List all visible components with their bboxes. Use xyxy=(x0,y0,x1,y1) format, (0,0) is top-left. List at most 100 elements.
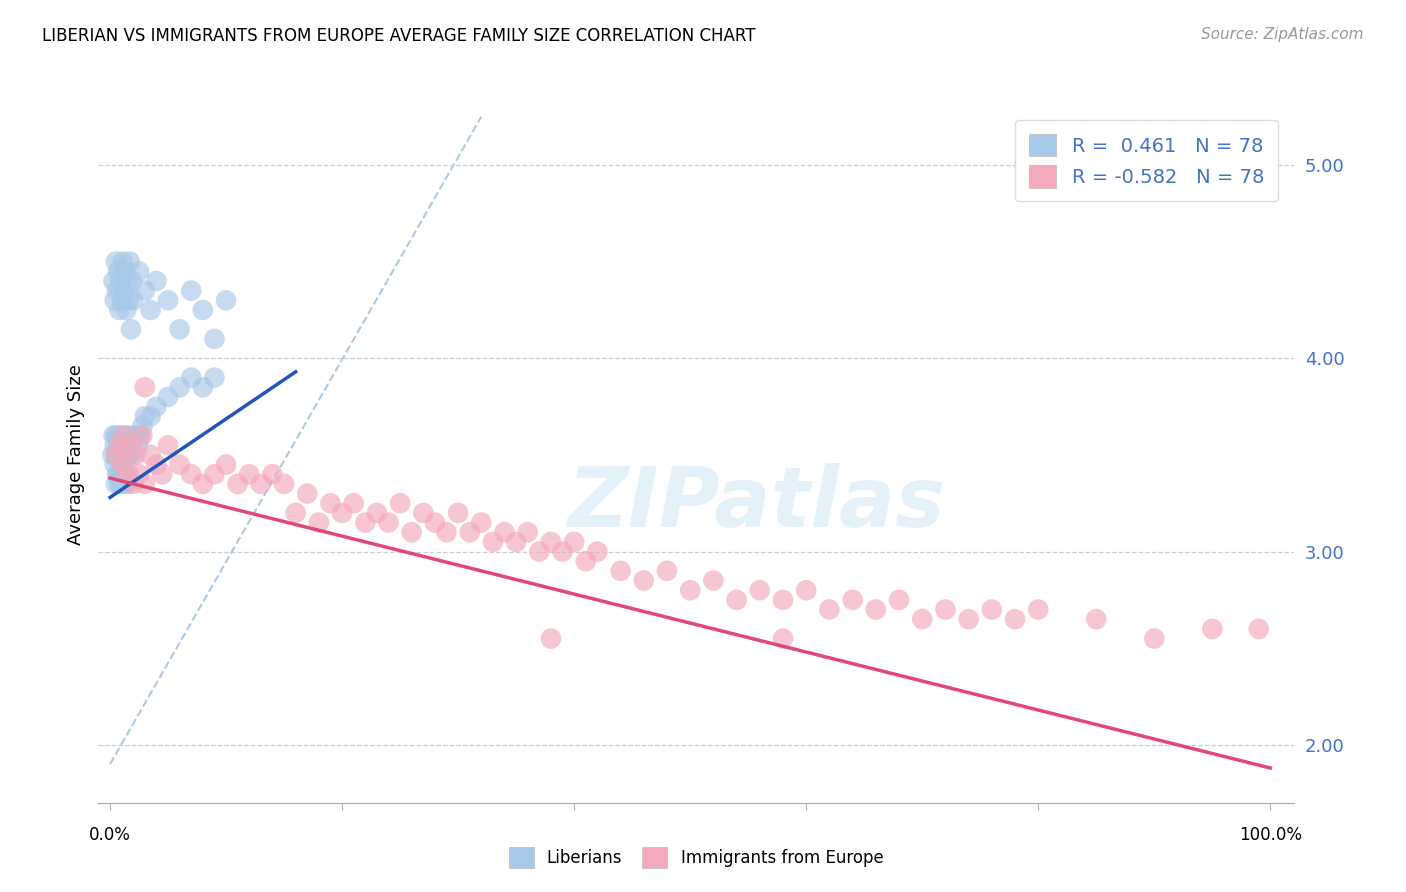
Point xyxy=(529,544,551,558)
Point xyxy=(482,534,505,549)
Point xyxy=(145,274,167,288)
Point xyxy=(117,274,139,288)
Point xyxy=(1143,632,1166,646)
Text: ZIPatlas: ZIPatlas xyxy=(567,463,945,544)
Point xyxy=(118,448,141,462)
Point xyxy=(114,438,136,452)
Point xyxy=(121,274,143,288)
Point xyxy=(180,284,202,298)
Point xyxy=(134,409,156,424)
Point xyxy=(118,254,141,268)
Point xyxy=(436,525,458,540)
Point xyxy=(115,448,138,462)
Point xyxy=(105,467,128,482)
Point xyxy=(250,476,273,491)
Point xyxy=(112,428,135,442)
Point xyxy=(145,400,167,414)
Point xyxy=(609,564,631,578)
Point xyxy=(655,564,678,578)
Point xyxy=(107,467,129,482)
Point xyxy=(562,534,585,549)
Point xyxy=(238,467,260,482)
Point xyxy=(180,370,202,384)
Point xyxy=(818,602,841,616)
Point xyxy=(117,467,139,482)
Point xyxy=(131,418,153,433)
Point xyxy=(122,476,145,491)
Point xyxy=(104,476,127,491)
Point xyxy=(108,438,131,452)
Point xyxy=(366,506,388,520)
Point xyxy=(114,467,136,482)
Point xyxy=(540,534,562,549)
Point xyxy=(157,438,180,452)
Text: 100.0%: 100.0% xyxy=(1239,826,1302,844)
Point xyxy=(124,448,146,462)
Point xyxy=(103,428,125,442)
Point xyxy=(110,438,132,452)
Point xyxy=(112,284,135,298)
Point xyxy=(145,458,167,472)
Point xyxy=(122,438,145,452)
Point xyxy=(134,476,156,491)
Point xyxy=(343,496,366,510)
Point xyxy=(134,380,156,394)
Point xyxy=(957,612,980,626)
Text: 0.0%: 0.0% xyxy=(89,826,131,844)
Point xyxy=(111,254,134,268)
Point xyxy=(516,525,538,540)
Point xyxy=(494,525,516,540)
Point xyxy=(423,516,446,530)
Point xyxy=(772,592,794,607)
Point xyxy=(121,448,143,462)
Point xyxy=(354,516,377,530)
Point xyxy=(505,534,527,549)
Point xyxy=(748,583,770,598)
Point xyxy=(111,438,134,452)
Point xyxy=(112,476,135,491)
Point xyxy=(117,448,139,462)
Point xyxy=(679,583,702,598)
Point xyxy=(308,516,330,530)
Point xyxy=(447,506,470,520)
Point xyxy=(134,284,156,298)
Point xyxy=(191,476,214,491)
Point xyxy=(107,428,129,442)
Point xyxy=(934,602,956,616)
Point xyxy=(169,322,191,336)
Point xyxy=(772,632,794,646)
Point xyxy=(389,496,412,510)
Point xyxy=(458,525,481,540)
Point xyxy=(104,293,127,308)
Point xyxy=(204,332,226,346)
Point xyxy=(725,592,748,607)
Point xyxy=(794,583,817,598)
Point xyxy=(127,438,149,452)
Point xyxy=(112,448,135,462)
Point xyxy=(104,458,127,472)
Legend: Liberians, Immigrants from Europe: Liberians, Immigrants from Europe xyxy=(502,841,890,874)
Text: Source: ZipAtlas.com: Source: ZipAtlas.com xyxy=(1201,27,1364,42)
Point xyxy=(120,428,142,442)
Point xyxy=(104,438,127,452)
Point xyxy=(980,602,1002,616)
Point xyxy=(586,544,609,558)
Point xyxy=(412,506,434,520)
Point xyxy=(1247,622,1270,636)
Y-axis label: Average Family Size: Average Family Size xyxy=(66,365,84,545)
Point xyxy=(551,544,574,558)
Point xyxy=(117,476,139,491)
Point xyxy=(108,476,131,491)
Point xyxy=(110,274,132,288)
Point xyxy=(330,506,353,520)
Point xyxy=(104,428,127,442)
Point xyxy=(115,428,138,442)
Point xyxy=(401,525,423,540)
Point xyxy=(180,467,202,482)
Point xyxy=(157,293,180,308)
Point xyxy=(117,467,139,482)
Point xyxy=(377,516,399,530)
Point xyxy=(114,264,136,278)
Point xyxy=(105,448,128,462)
Point xyxy=(117,293,139,308)
